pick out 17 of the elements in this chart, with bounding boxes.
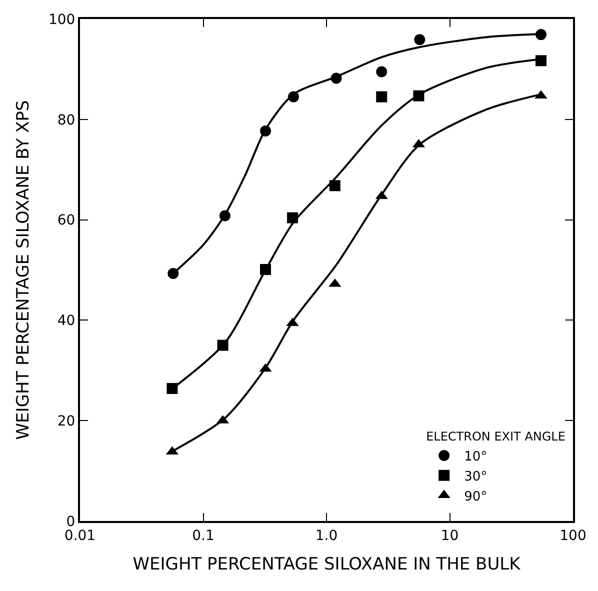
x-axis-title: WEIGHT PERCENTAGE SILOXANE IN THE BULK	[132, 554, 522, 575]
y-tick-label: 40	[57, 313, 76, 330]
y-tick-label: 60	[57, 212, 76, 229]
x-tick-label: 1.0	[315, 528, 338, 544]
y-tick-label: 80	[57, 112, 76, 128]
y-tick-label: 20	[57, 414, 76, 430]
y-axis-title: WEIGHT PERCENTAGE SILOXANE BY XPS	[14, 100, 34, 440]
legend-label: 10°	[464, 450, 488, 465]
x-tick-label: 0.1	[192, 528, 214, 544]
x-tick-label: 100	[560, 528, 586, 544]
legend-label: 30°	[464, 469, 488, 484]
x-tick-label: 0.01	[64, 528, 96, 544]
x-tick-label: 10	[440, 528, 459, 544]
legend-label: 90°	[464, 489, 488, 504]
legend-title: ELECTRON EXIT ANGLE	[426, 430, 566, 444]
y-tick-label: 0	[66, 514, 76, 530]
y-tick-label: 100	[48, 12, 76, 28]
